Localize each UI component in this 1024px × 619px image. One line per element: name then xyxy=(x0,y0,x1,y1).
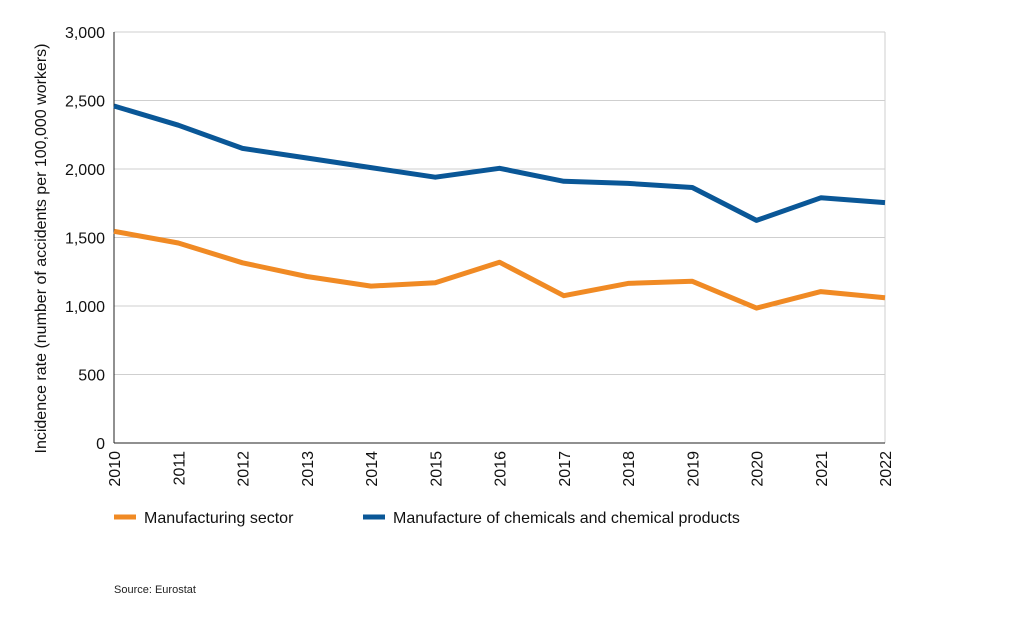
legend-label: Manufacture of chemicals and chemical pr… xyxy=(393,510,740,527)
y-tick-label: 3,000 xyxy=(65,25,105,42)
x-tick-label: 2015 xyxy=(428,451,445,487)
legend-label: Manufacturing sector xyxy=(144,510,294,527)
y-tick-label: 1,500 xyxy=(65,231,105,248)
source-note: Source: Eurostat xyxy=(114,584,196,596)
x-tick-label: 2020 xyxy=(750,451,767,487)
y-tick-labels: 0 500 1,000 1,500 2,000 2,500 3,000 xyxy=(65,25,105,453)
gridlines xyxy=(114,31,886,443)
x-tick-label: 2014 xyxy=(364,451,381,487)
legend: Manufacturing sector Manufacture of chemi… xyxy=(114,510,740,527)
x-tick-label: 2018 xyxy=(621,451,638,487)
y-tick-label: 1,000 xyxy=(65,299,105,316)
x-tick-labels: 2010 2011 2012 2013 2014 2015 2016 2017 2018 2019… xyxy=(107,451,895,487)
y-tick-label: 2,500 xyxy=(65,94,105,111)
x-tick-label: 2013 xyxy=(300,451,317,487)
x-tick-label: 2022 xyxy=(878,451,895,487)
x-tick-label: 2019 xyxy=(685,451,702,487)
x-tick-label: 2016 xyxy=(493,451,510,487)
y-tick-label: 500 xyxy=(78,368,105,385)
x-tick-label: 2012 xyxy=(236,451,253,487)
series-lines xyxy=(113,103,886,311)
y-axis-title: Incidence rate (number of accidents per … xyxy=(33,44,50,454)
x-tick-label: 2017 xyxy=(557,451,574,487)
series-line-1 xyxy=(113,228,886,311)
x-tick-label: 2011 xyxy=(171,451,188,486)
y-tick-label: 0 xyxy=(96,436,105,453)
x-tick-label: 2021 xyxy=(814,451,831,487)
x-tick-label: 2010 xyxy=(107,451,124,487)
series-line-2 xyxy=(113,103,886,223)
y-tick-label: 2,000 xyxy=(65,162,105,179)
